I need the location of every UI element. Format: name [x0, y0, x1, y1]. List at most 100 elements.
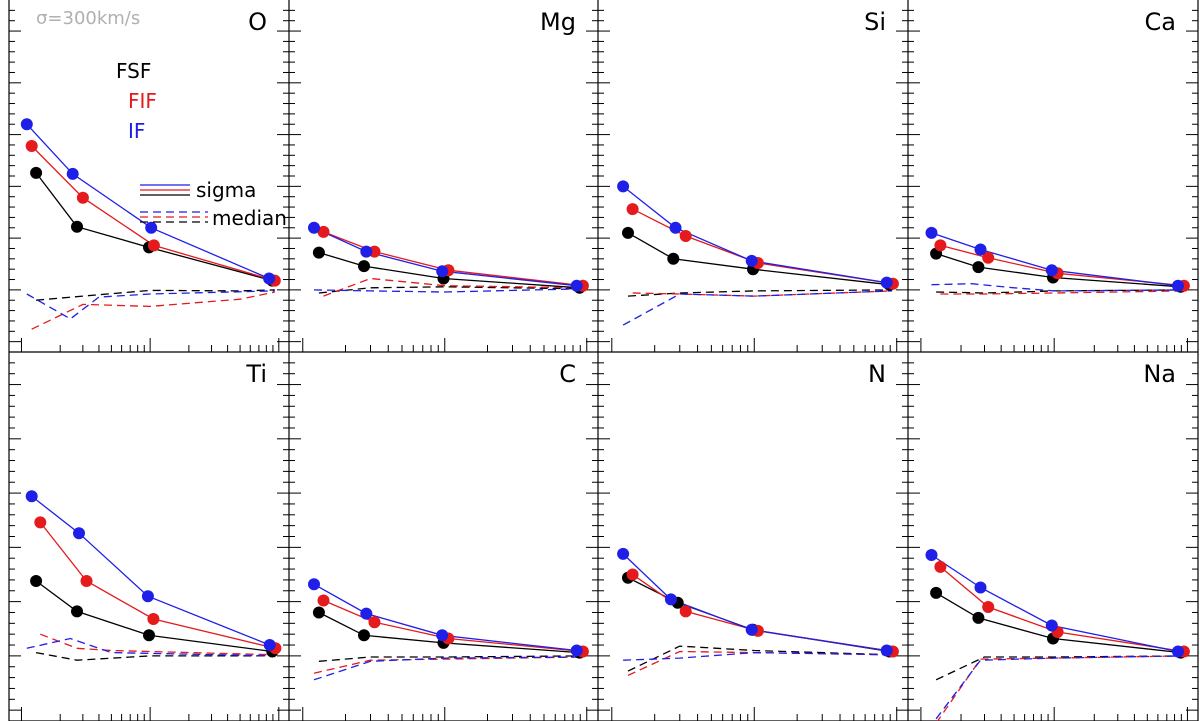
sigma-point-fsf — [71, 605, 83, 618]
legend-label-median: median — [212, 206, 287, 230]
legend-label-fif: FIF — [128, 89, 157, 113]
sigma-point-fsf — [622, 226, 634, 239]
sigma-point-fif — [80, 575, 93, 587]
panel-element-label: C — [559, 360, 576, 388]
panel-na: Na — [907, 352, 1199, 721]
sigma-point-if — [360, 607, 373, 620]
velocity-dispersion-label: σ=300km/s — [36, 8, 140, 29]
sigma-point-if — [436, 265, 449, 278]
sigma-point-fsf — [667, 252, 680, 265]
median-line-if — [313, 656, 583, 681]
sigma-point-fif — [982, 251, 995, 264]
sigma-line-fif — [940, 244, 1184, 287]
median-line-if — [935, 655, 1184, 720]
legend-sigma-swatch — [140, 184, 190, 196]
sigma-line-if — [313, 583, 577, 652]
sigma-point-fif — [679, 605, 692, 618]
median-line-fif — [627, 650, 893, 676]
sigma-point-if — [570, 644, 583, 657]
median-line-if — [622, 290, 893, 326]
median-line-fsf — [627, 289, 893, 297]
median-line-fif — [31, 291, 275, 330]
sigma-point-fif — [368, 245, 381, 258]
legend-label-fsf: FSF — [116, 59, 151, 83]
sigma-line-if — [931, 232, 1179, 287]
sigma-point-fif — [679, 230, 692, 242]
sigma-point-if — [1172, 279, 1184, 292]
sigma-point-fif — [34, 516, 47, 529]
sigma-point-if — [745, 623, 758, 636]
sigma-line-fif — [632, 208, 893, 285]
panel-c: C — [288, 352, 598, 721]
sigma-line-fsf — [318, 611, 580, 654]
sigma-point-fif — [76, 191, 89, 204]
sigma-point-if — [570, 279, 583, 292]
sigma-point-fif — [934, 239, 947, 252]
median-line-if — [623, 651, 893, 661]
panel-o: O — [8, 0, 289, 353]
sigma-line-fsf — [318, 251, 580, 289]
sigma-point-fif — [317, 594, 330, 607]
sigma-point-fsf — [30, 575, 43, 587]
sigma-point-fsf — [71, 220, 83, 233]
sigma-line-if — [31, 495, 270, 646]
sigma-point-if — [20, 118, 33, 131]
sigma-point-fif — [626, 203, 639, 216]
median-line-fif — [940, 290, 1184, 295]
panel-element-label: O — [248, 8, 267, 36]
median-line-fif — [40, 633, 275, 656]
panel-element-label: N — [868, 360, 886, 388]
sigma-point-if — [308, 221, 320, 234]
sigma-point-fif — [25, 140, 38, 152]
sigma-point-fsf — [972, 261, 985, 274]
sigma-line-fif — [39, 521, 276, 649]
panel-element-label: Na — [1143, 360, 1176, 388]
sigma-point-if — [669, 221, 682, 234]
sigma-point-if — [145, 221, 158, 234]
sigma-point-fif — [982, 601, 995, 613]
sigma-point-fsf — [358, 629, 370, 642]
sigma-point-if — [664, 593, 677, 606]
sigma-line-if — [26, 123, 270, 280]
sigma-point-if — [1045, 264, 1058, 277]
sigma-line-fif — [31, 145, 275, 282]
sigma-point-if — [617, 547, 630, 560]
sigma-line-if — [313, 227, 577, 287]
sigma-point-if — [745, 254, 758, 267]
sigma-line-fsf — [935, 592, 1181, 654]
median-line-if — [313, 288, 583, 293]
sigma-point-fif — [626, 568, 639, 581]
sigma-point-if — [436, 629, 449, 642]
sigma-point-if — [880, 276, 893, 289]
sigma-point-if — [925, 226, 938, 239]
panels: O Mg Si Ca Ti C N Na — [8, 0, 1199, 721]
sigma-point-if — [360, 245, 373, 258]
legend-label-sigma: sigma — [196, 178, 256, 202]
median-line-fif — [313, 656, 583, 674]
panel-ca: Ca — [907, 0, 1199, 353]
legend-median-swatch — [140, 211, 208, 223]
sigma-line-fif — [939, 566, 1184, 653]
panel-element-label: Ca — [1145, 8, 1176, 36]
sigma-point-if — [617, 180, 630, 193]
panel-element-label: Si — [864, 8, 886, 36]
sigma-point-if — [141, 590, 154, 603]
sigma-point-if — [263, 639, 276, 651]
sigma-line-if — [622, 185, 887, 284]
sigma-line-fif — [323, 599, 583, 653]
sigma-point-fsf — [312, 246, 325, 259]
sigma-point-fsf — [312, 606, 325, 619]
sigma-line-fsf — [627, 577, 890, 653]
sigma-point-fsf — [30, 166, 43, 179]
sigma-point-fsf — [143, 629, 155, 642]
sigma-point-if — [66, 167, 79, 180]
sigma-line-fsf — [627, 232, 890, 286]
median-line-if — [931, 283, 1184, 292]
median-line-fsf — [318, 655, 583, 662]
sigma-line-fsf — [35, 580, 273, 653]
sigma-point-if — [73, 527, 85, 540]
panel-n: N — [597, 352, 908, 721]
sigma-point-if — [880, 644, 893, 657]
sigma-point-if — [974, 243, 987, 256]
sigma-line-fif — [632, 573, 893, 653]
